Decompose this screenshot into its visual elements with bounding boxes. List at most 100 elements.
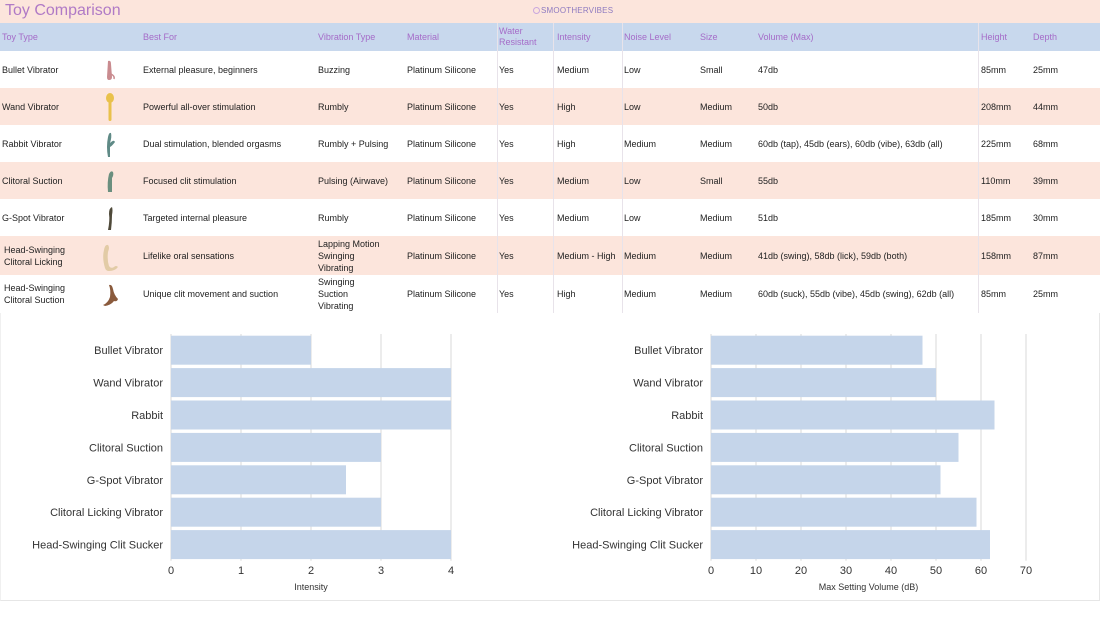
size-cell: Medium bbox=[700, 212, 733, 223]
title-bar: Toy Comparison SMOOTHERVIBES bbox=[0, 0, 1100, 23]
water-resistant-cell: Yes bbox=[499, 250, 514, 261]
depth-cell: 68mm bbox=[1033, 138, 1059, 149]
vibration-type-line: Vibrating bbox=[318, 301, 354, 311]
bar bbox=[711, 465, 941, 495]
water-resistant-cell: Yes bbox=[499, 212, 514, 223]
best-for-cell: Powerful all-over stimulation bbox=[143, 101, 256, 112]
charts-section: Bullet Vibrator Wand Vibrator Rabbit Clitor… bbox=[0, 313, 1100, 601]
size-cell: Small bbox=[700, 64, 723, 75]
category-label: Head-Swinging Clit Sucker bbox=[572, 540, 703, 552]
intensity-cell: High bbox=[557, 289, 576, 299]
depth-cell: 87mm bbox=[1033, 250, 1059, 261]
height-cell: 85mm bbox=[981, 289, 1007, 299]
vibration-type-line: Lapping Motion bbox=[318, 238, 380, 249]
category-label: Clitoral Suction bbox=[629, 442, 703, 454]
column-divider bbox=[622, 23, 623, 313]
vibration-type-cell: Rumbly bbox=[318, 212, 349, 223]
category-label: Clitoral Licking Vibrator bbox=[50, 507, 163, 519]
material-cell: Platinum Silicone bbox=[407, 212, 477, 223]
tick-label: 0 bbox=[708, 565, 714, 577]
toy-type-cell: Wand Vibrator bbox=[2, 101, 60, 112]
page-title: Toy Comparison bbox=[5, 2, 121, 19]
category-label: Clitoral Suction bbox=[89, 442, 163, 454]
height-cell: 185mm bbox=[981, 212, 1012, 223]
wand-vibrator-icon bbox=[100, 88, 120, 125]
intensity-cell: Medium - High bbox=[557, 250, 616, 261]
table-row: Head-Swinging Clitoral Suction Unique cl… bbox=[0, 275, 1100, 313]
material-cell: Platinum Silicone bbox=[407, 175, 477, 186]
noise-level-cell: Medium bbox=[624, 289, 657, 299]
tick-label: 4 bbox=[448, 565, 454, 577]
volume-cell: 55db bbox=[758, 175, 779, 186]
tick-label: 1 bbox=[238, 565, 244, 577]
material-cell: Platinum Silicone bbox=[407, 101, 477, 112]
water-resistant-cell: Yes bbox=[499, 289, 514, 299]
depth-cell: 44mm bbox=[1033, 101, 1059, 112]
best-for-cell: Targeted internal pleasure bbox=[143, 212, 248, 223]
table-row: Head-Swinging Clitoral Licking Lifelike … bbox=[0, 236, 1100, 275]
column-divider bbox=[553, 23, 554, 313]
column-header-water-resistant: Water Resistant bbox=[499, 26, 537, 47]
category-label: Bullet Vibrator bbox=[634, 345, 703, 357]
column-divider bbox=[978, 23, 979, 313]
noise-level-cell: Medium bbox=[624, 250, 657, 261]
depth-cell: 30mm bbox=[1033, 212, 1059, 223]
category-label: Rabbit bbox=[131, 410, 163, 422]
volume-cell: 41db (swing), 58db (lick), 59db (both) bbox=[758, 250, 908, 261]
category-label: G-Spot Vibrator bbox=[87, 475, 164, 487]
noise-level-cell: Low bbox=[624, 212, 641, 223]
bar bbox=[171, 432, 381, 462]
toy-type-line: Head-Swinging bbox=[4, 283, 66, 293]
column-header-size: Size bbox=[700, 31, 718, 42]
best-for-cell: Dual stimulation, blended orgasms bbox=[143, 138, 282, 149]
table-row: Wand Vibrator Powerful all-over stimulat… bbox=[0, 88, 1100, 125]
category-label: Clitoral Licking Vibrator bbox=[590, 507, 703, 519]
column-header-intensity: Intensity bbox=[557, 31, 591, 42]
category-label: Wand Vibrator bbox=[633, 378, 703, 390]
volume-cell: 50db bbox=[758, 101, 779, 112]
bar bbox=[711, 432, 959, 462]
bar bbox=[711, 530, 990, 560]
category-label: Wand Vibrator bbox=[93, 378, 163, 390]
category-label: Rabbit bbox=[671, 410, 703, 422]
best-for-cell: Focused clit stimulation bbox=[143, 175, 237, 186]
intensity-cell: Medium bbox=[557, 212, 590, 223]
rabbit-vibrator-icon bbox=[100, 125, 120, 162]
vibration-type-line: Swinging bbox=[318, 250, 355, 261]
category-label: Head-Swinging Clit Sucker bbox=[32, 540, 163, 552]
bar bbox=[711, 400, 995, 430]
tick-label: 20 bbox=[795, 565, 807, 577]
tick-label: 50 bbox=[930, 565, 942, 577]
material-cell: Platinum Silicone bbox=[407, 289, 477, 299]
tick-label: 2 bbox=[308, 565, 314, 577]
brand-logo-icon bbox=[533, 7, 540, 14]
noise-level-cell: Low bbox=[624, 101, 641, 112]
toy-type-line: Head-Swinging bbox=[4, 244, 66, 255]
noise-level-cell: Low bbox=[624, 64, 641, 75]
toy-type-cell: G-Spot Vibrator bbox=[2, 212, 65, 223]
bar bbox=[711, 497, 977, 527]
clitoral-sucker-icon bbox=[100, 275, 120, 313]
water-resistant-cell: Yes bbox=[499, 101, 514, 112]
depth-cell: 25mm bbox=[1033, 289, 1059, 299]
vibration-type-cell: Rumbly + Pulsing bbox=[318, 138, 389, 149]
column-header-volume: Volume (Max) bbox=[758, 31, 814, 42]
bar bbox=[171, 530, 451, 560]
table-row: Clitoral Suction Focused clit stimulatio… bbox=[0, 162, 1100, 199]
column-header-vibration-type: Vibration Type bbox=[318, 31, 376, 42]
table-header: Toy Type Best For Vibration Type Materia… bbox=[0, 23, 1100, 51]
volume-chart: Bullet Vibrator Wand Vibrator Rabbit Clitor… bbox=[572, 334, 1032, 592]
height-cell: 208mm bbox=[981, 101, 1012, 112]
column-header-material: Material bbox=[407, 31, 440, 42]
bar bbox=[171, 400, 451, 430]
toy-type-line: Clitoral Licking bbox=[4, 256, 63, 267]
brand-name: SMOOTHERVIBES bbox=[541, 6, 614, 15]
column-header-toy-type: Toy Type bbox=[2, 31, 38, 42]
vibration-type-cell: Buzzing bbox=[318, 64, 351, 75]
height-cell: 225mm bbox=[981, 138, 1012, 149]
bar bbox=[171, 465, 346, 495]
noise-level-cell: Medium bbox=[624, 138, 657, 149]
size-cell: Medium bbox=[700, 250, 733, 261]
volume-cell: 60db (suck), 55db (vibe), 45db (swing), … bbox=[758, 289, 955, 299]
water-resistant-cell: Yes bbox=[499, 175, 514, 186]
